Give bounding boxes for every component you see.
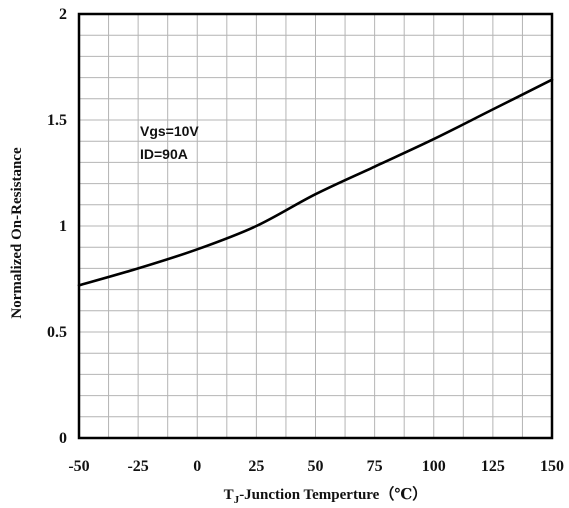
- x-tick-label: 0: [193, 458, 201, 475]
- y-tick-labels: 0 0.5 1 1.5 2: [47, 6, 67, 447]
- x-axis-title-subscript: J: [234, 494, 240, 506]
- x-tick-labels: -50 -25 0 25 50 75 100 125 150: [68, 458, 564, 475]
- y-tick-label: 0.5: [47, 324, 67, 341]
- x-tick-label: 25: [248, 458, 264, 475]
- y-axis-title: Normalized On-Resistance: [9, 147, 25, 319]
- y-tick-label: 1: [59, 218, 67, 235]
- annotation-id: ID=90A: [140, 146, 188, 162]
- x-tick-label: 100: [422, 458, 446, 475]
- x-axis-title-prefix: T: [224, 487, 234, 503]
- x-tick-label: 150: [540, 458, 564, 475]
- grid: [78, 13, 553, 439]
- x-tick-label: -50: [68, 458, 89, 475]
- x-tick-label: -25: [127, 458, 148, 475]
- x-tick-label: 50: [308, 458, 324, 475]
- y-tick-label: 2: [59, 6, 67, 23]
- series-line: [77, 78, 554, 287]
- plot-frame: [77, 12, 554, 440]
- x-tick-label: 125: [481, 458, 505, 475]
- y-tick-label: 1.5: [47, 112, 67, 129]
- x-axis-title-rest: -Junction Temperture（℃）: [239, 485, 427, 503]
- annotation-vgs: Vgs=10V: [140, 123, 199, 139]
- x-tick-label: 75: [367, 458, 383, 475]
- x-axis-title: TJ-Junction Temperture（℃）: [224, 485, 428, 506]
- y-tick-label: 0: [59, 430, 67, 447]
